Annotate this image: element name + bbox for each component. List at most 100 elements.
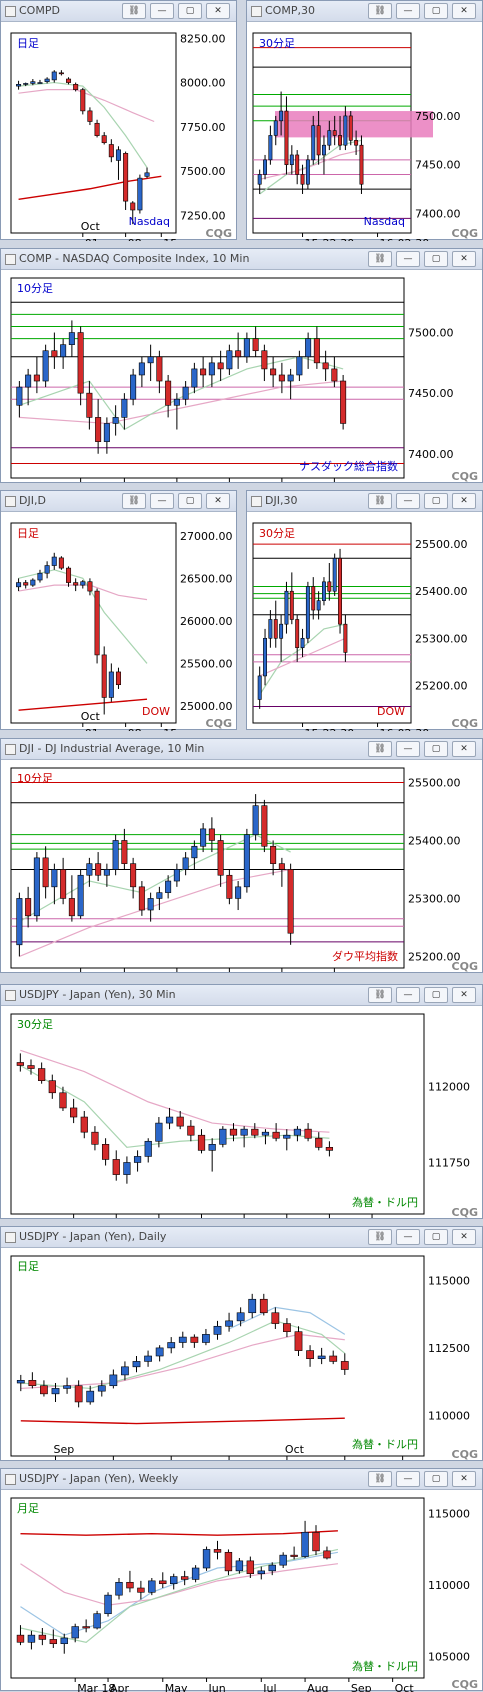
candle-body-up xyxy=(51,869,58,888)
candle xyxy=(261,344,268,382)
link-icon[interactable]: ⛓ xyxy=(368,987,392,1003)
minimize-button[interactable]: — xyxy=(396,1471,420,1487)
candle xyxy=(71,1623,79,1643)
link-icon[interactable]: ⛓ xyxy=(368,3,392,19)
candle-body-up xyxy=(144,1355,152,1362)
chart-canvas[interactable]: 7500.00 7450.00 7400.00 15-22:30 16-02:30 30分… xyxy=(247,21,483,241)
chart-window-usdw[interactable]: USDJPY - Japan (Yen), Weekly ⛓ — ▢ ✕ 115000 11… xyxy=(0,1468,483,1692)
x-tick-label: 16-02:30 xyxy=(380,237,430,241)
link-icon[interactable]: ⛓ xyxy=(368,1229,392,1245)
close-button[interactable]: ✕ xyxy=(452,741,476,757)
maximize-button[interactable]: ▢ xyxy=(178,3,202,19)
close-button[interactable]: ✕ xyxy=(452,3,476,19)
candle xyxy=(243,332,250,363)
x-tick-label: 15-22:30 xyxy=(305,727,355,731)
minimize-button[interactable]: — xyxy=(396,987,420,1003)
candle-body-down xyxy=(180,1576,189,1580)
chart-canvas[interactable]: 27000.00 26500.00 26000.00 25500.00 25000.00… xyxy=(1,511,238,731)
close-button[interactable]: ✕ xyxy=(452,987,476,1003)
close-button[interactable]: ✕ xyxy=(206,3,230,19)
chart-window-comp30[interactable]: COMP,30 ⛓—▢✕ 7500.00 7450.00 7400.00 15-22:30… xyxy=(246,0,483,241)
candle xyxy=(60,338,67,369)
candle xyxy=(343,614,348,662)
minimize-button[interactable]: — xyxy=(396,493,420,509)
minimize-button[interactable]: — xyxy=(150,493,174,509)
period-label: 月足 xyxy=(17,1502,39,1515)
x-tick-label: Aug xyxy=(307,1682,328,1692)
link-icon[interactable]: ⛓ xyxy=(368,251,392,267)
chart-window-compd[interactable]: COMPD ⛓ — ▢ ✕ 8250.00 8000.00 7750.00 7500.00 725… xyxy=(0,0,238,241)
candle-body-up xyxy=(289,154,294,166)
maximize-button[interactable]: ▢ xyxy=(424,741,448,757)
x-group-label: Oct xyxy=(81,220,101,233)
chart-window-usd30[interactable]: USDJPY - Japan (Yen), 30 Min ⛓ — ▢ ✕ 112000 11… xyxy=(0,984,483,1220)
link-icon[interactable]: ⛓ xyxy=(368,741,392,757)
maximize-button[interactable]: ▢ xyxy=(424,1229,448,1245)
close-button[interactable]: ✕ xyxy=(206,493,230,509)
candle xyxy=(87,107,93,126)
window-chart-icon xyxy=(5,1232,16,1243)
candle-body-up xyxy=(16,1380,25,1384)
close-button[interactable]: ✕ xyxy=(452,493,476,509)
window-titlebar[interactable]: COMP - NASDAQ Composite Index, 10 Min ⛓ — ▢… xyxy=(1,249,482,270)
window-titlebar[interactable]: DJI,30 ⛓ — ▢ ✕ xyxy=(247,491,482,512)
maximize-button[interactable]: ▢ xyxy=(424,493,448,509)
window-titlebar[interactable]: DJI,D ⛓ — ▢ ✕ xyxy=(1,491,236,512)
candle-body-up xyxy=(263,159,267,175)
x-tick-label: 15-22:30 xyxy=(83,972,133,974)
chart-window-dji10[interactable]: DJI - DJ Industrial Average, 10 Min ⛓ — ▢ ✕ 2… xyxy=(0,738,483,974)
candle xyxy=(329,1350,338,1365)
chart-window-dji30[interactable]: DJI,30 ⛓ — ▢ ✕ 25500.00 25400.00 25300.00 25200.… xyxy=(246,490,483,731)
window-titlebar[interactable]: COMPD ⛓ — ▢ ✕ xyxy=(1,1,236,22)
link-icon[interactable]: ⛓ xyxy=(368,493,392,509)
maximize-button[interactable]: ▢ xyxy=(424,3,448,19)
candle xyxy=(27,1630,36,1650)
chart-window-usdd[interactable]: USDJPY - Japan (Yen), Daily ⛓ — ▢ ✕ 115000 112… xyxy=(0,1226,483,1462)
y-tick-label: 7750.00 xyxy=(180,121,226,134)
window-titlebar[interactable]: COMP,30 ⛓ — ▢ ✕ xyxy=(247,1,482,22)
link-icon[interactable]: ⛓ xyxy=(368,1471,392,1487)
chart-window-djid[interactable]: DJI,D ⛓ — ▢ ✕ 27000.00 26500.00 26000.00 25500.0… xyxy=(0,490,238,731)
chart-canvas[interactable]: 25500.00 25400.00 25300.00 25200.00 15-22:30… xyxy=(247,511,483,731)
chart-canvas[interactable]: 25500.00 25400.00 25300.00 25200.00 15-22:30… xyxy=(1,759,483,974)
candle-body-down xyxy=(95,863,102,876)
maximize-button[interactable]: ▢ xyxy=(424,1471,448,1487)
candle-body-up xyxy=(97,1385,106,1392)
candle xyxy=(327,563,332,601)
candle-body-down xyxy=(272,1131,280,1139)
candle-body-down xyxy=(217,840,224,876)
close-button[interactable]: ✕ xyxy=(452,1471,476,1487)
x-tick-label: 16-03:30 xyxy=(336,972,386,974)
candle-body-down xyxy=(312,1531,320,1552)
maximize-button[interactable]: ▢ xyxy=(424,251,448,267)
candle xyxy=(144,1350,152,1367)
chart-canvas[interactable]: 112000 111750 14:00 16:00 18:00 20:00 22:00 00:… xyxy=(1,1005,483,1220)
link-icon[interactable]: ⛓ xyxy=(122,493,146,509)
chart-window-comp10[interactable]: COMP - NASDAQ Composite Index, 10 Min ⛓ — ▢… xyxy=(0,248,483,484)
chart-canvas[interactable]: 7500.00 7450.00 7400.00 15-22:3023:30 00:30 0… xyxy=(1,269,483,484)
minimize-button[interactable]: — xyxy=(396,3,420,19)
minimize-button[interactable]: — xyxy=(396,741,420,757)
maximize-button[interactable]: ▢ xyxy=(424,987,448,1003)
chart-canvas[interactable]: 8250.00 8000.00 7750.00 7500.00 7250.00 01 08 1… xyxy=(1,21,238,241)
window-titlebar[interactable]: USDJPY - Japan (Yen), 30 Min ⛓ — ▢ ✕ xyxy=(1,985,482,1006)
minimize-button[interactable]: — xyxy=(396,251,420,267)
candle xyxy=(279,1552,287,1568)
candle-body-down xyxy=(190,1336,199,1343)
close-button[interactable]: ✕ xyxy=(452,1229,476,1245)
maximize-button[interactable]: ▢ xyxy=(178,493,202,509)
candle xyxy=(252,794,259,841)
candle xyxy=(208,817,215,853)
close-button[interactable]: ✕ xyxy=(452,251,476,267)
x-tick-label: Oct xyxy=(395,1682,415,1692)
candle-body-up xyxy=(37,572,43,581)
window-titlebar[interactable]: DJI - DJ Industrial Average, 10 Min ⛓ — ▢ ✕ xyxy=(1,739,482,760)
window-titlebar[interactable]: USDJPY - Japan (Yen), Daily ⛓ — ▢ ✕ xyxy=(1,1227,482,1248)
minimize-button[interactable]: — xyxy=(150,3,174,19)
link-icon[interactable]: ⛓ xyxy=(122,3,146,19)
window-titlebar[interactable]: USDJPY - Japan (Yen), Weekly ⛓ — ▢ ✕ xyxy=(1,1469,482,1490)
minimize-button[interactable]: — xyxy=(396,1229,420,1245)
candle-body-up xyxy=(243,338,250,358)
chart-canvas[interactable]: 115000 112500 110000 03 10 17 24 01 08 15 Sep Oct 日足… xyxy=(1,1247,483,1462)
